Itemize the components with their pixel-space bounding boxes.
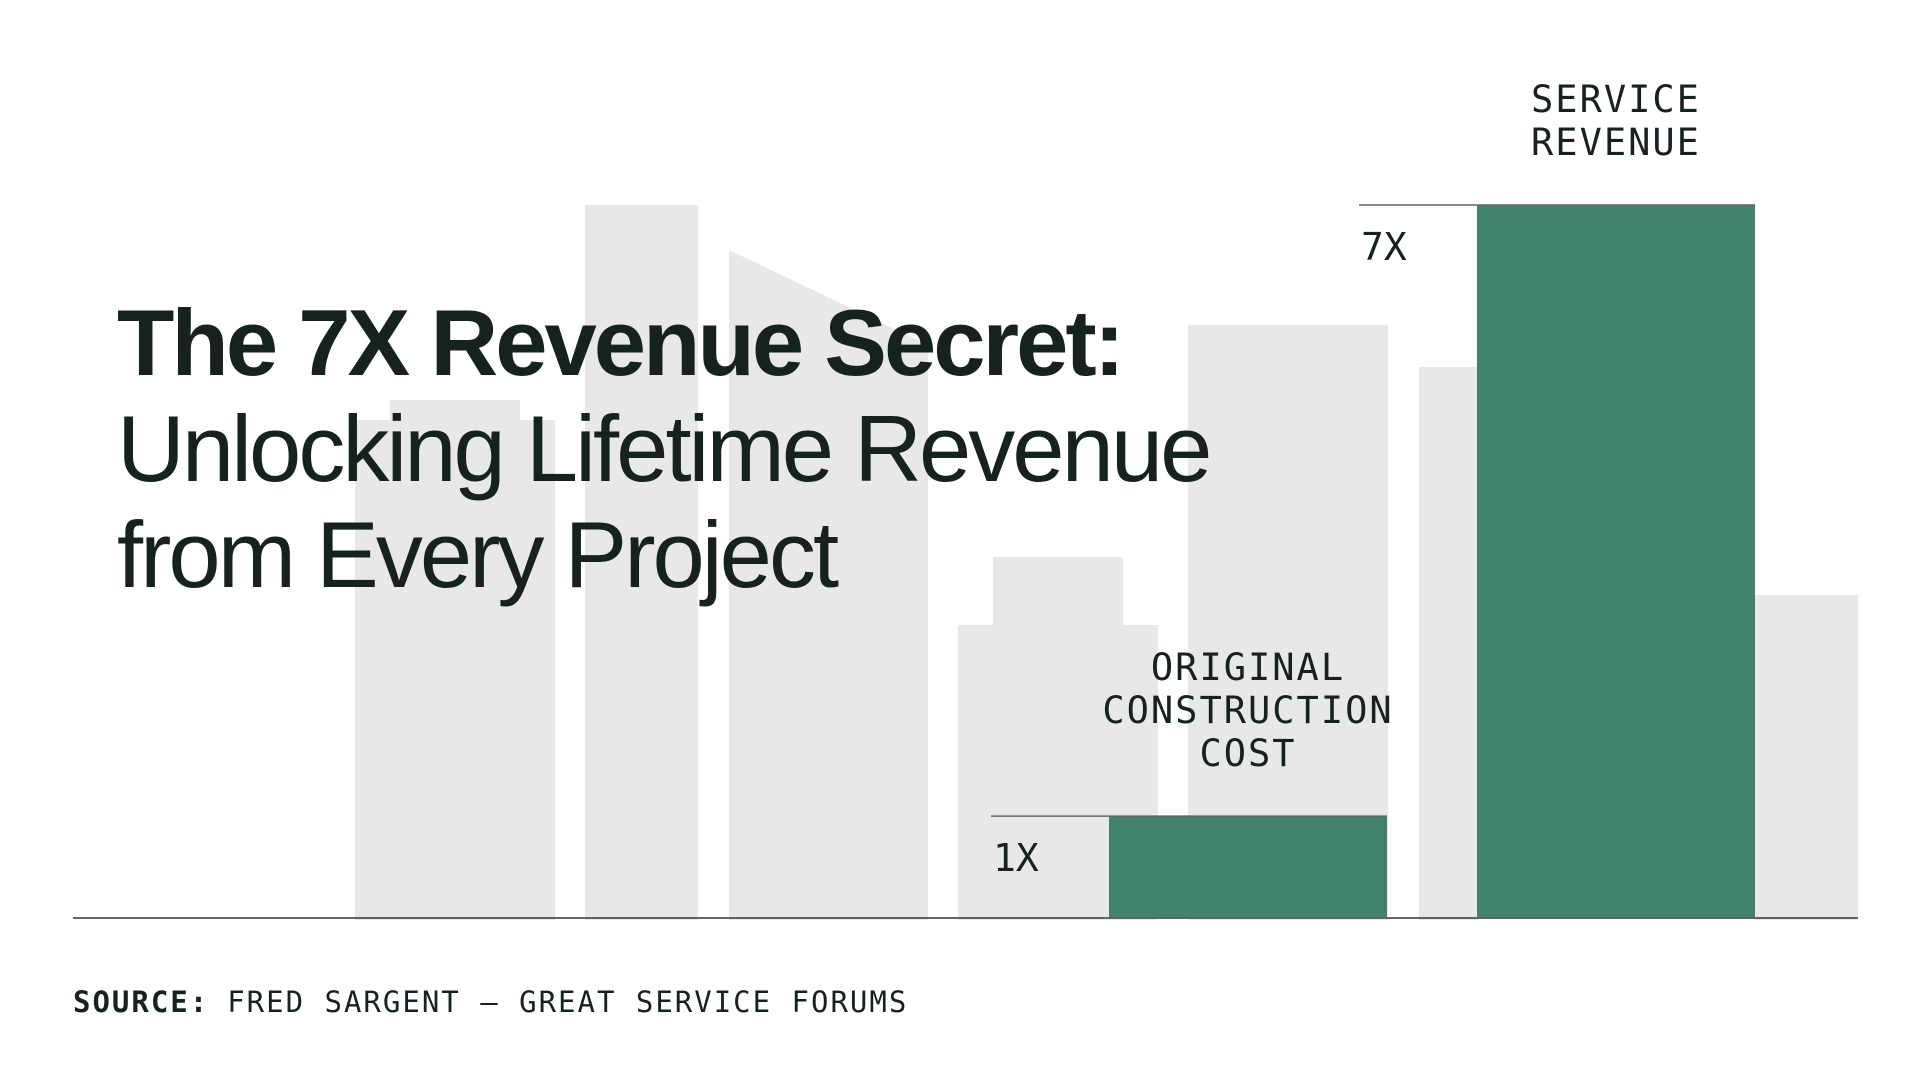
category-label: REVENUE — [1531, 121, 1701, 164]
headline-subtitle-line-1: Unlocking Lifetime Revenue — [117, 396, 1212, 501]
source-citation: SOURCE: FRED SARGENT – GREAT SERVICE FORU… — [73, 985, 908, 1019]
skyline-building — [585, 205, 698, 920]
value-label: 7X — [1361, 225, 1407, 269]
skyline-building — [390, 400, 520, 430]
headline-subtitle-line-2: from Every Project — [117, 502, 839, 607]
bar — [1477, 205, 1755, 918]
skyline-building — [729, 250, 928, 920]
source-label: SOURCE: — [73, 985, 210, 1019]
value-label: 1X — [993, 836, 1039, 880]
headline-title: The 7X Revenue Secret: — [117, 290, 1125, 395]
skyline-building — [1419, 367, 1479, 920]
category-label: SERVICE — [1531, 78, 1701, 121]
category-label: ORIGINAL — [1151, 646, 1345, 689]
skyline-building — [355, 420, 555, 920]
skyline-building — [993, 557, 1123, 637]
slide-headline: The 7X Revenue Secret: Unlocking Lifetim… — [117, 290, 1417, 608]
skyline-building — [1755, 595, 1858, 920]
category-label: COST — [1199, 732, 1296, 775]
source-text: FRED SARGENT – GREAT SERVICE FORUMS — [227, 985, 909, 1019]
category-label: CONSTRUCTION — [1102, 689, 1393, 732]
bar — [1109, 816, 1387, 918]
